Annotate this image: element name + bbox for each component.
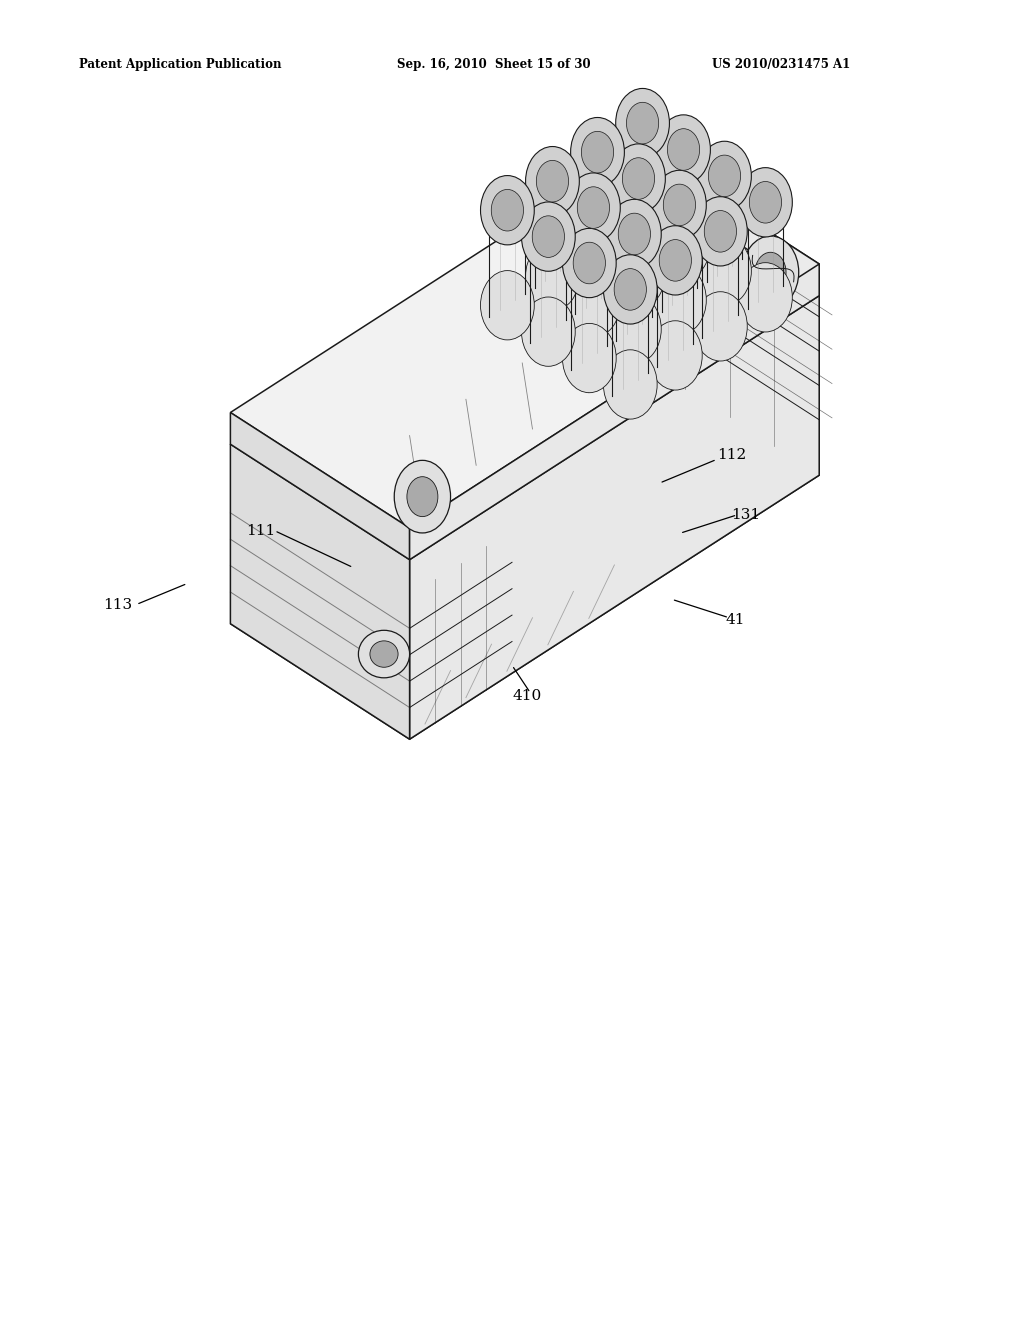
Ellipse shape: [659, 240, 691, 281]
Ellipse shape: [664, 183, 695, 226]
Ellipse shape: [521, 202, 575, 272]
Polygon shape: [410, 296, 819, 739]
Ellipse shape: [693, 292, 748, 360]
Ellipse shape: [648, 321, 702, 391]
Text: 113: 113: [103, 598, 132, 611]
Ellipse shape: [562, 323, 616, 393]
Ellipse shape: [603, 255, 657, 323]
Ellipse shape: [648, 226, 702, 296]
Polygon shape: [230, 359, 819, 739]
Ellipse shape: [521, 297, 575, 366]
Ellipse shape: [742, 236, 799, 309]
Ellipse shape: [611, 160, 643, 199]
Ellipse shape: [607, 294, 662, 363]
Text: 41: 41: [725, 614, 745, 627]
Ellipse shape: [578, 186, 609, 228]
Polygon shape: [230, 412, 410, 560]
Ellipse shape: [652, 265, 707, 334]
Ellipse shape: [603, 350, 657, 420]
Ellipse shape: [697, 236, 752, 306]
Ellipse shape: [615, 183, 670, 253]
Ellipse shape: [394, 461, 451, 533]
Polygon shape: [410, 264, 819, 560]
Ellipse shape: [582, 132, 613, 173]
Text: Patent Application Publication: Patent Application Publication: [79, 58, 282, 71]
Ellipse shape: [611, 144, 666, 214]
Polygon shape: [230, 149, 819, 528]
Text: Sep. 16, 2010  Sheet 15 of 30: Sep. 16, 2010 Sheet 15 of 30: [397, 58, 591, 71]
Ellipse shape: [532, 215, 564, 257]
Ellipse shape: [570, 117, 625, 187]
Text: FIG. 17: FIG. 17: [374, 337, 486, 363]
Ellipse shape: [693, 197, 748, 267]
Ellipse shape: [705, 210, 736, 252]
Ellipse shape: [358, 630, 410, 678]
Ellipse shape: [668, 129, 699, 170]
Ellipse shape: [562, 228, 616, 297]
Text: 131: 131: [731, 508, 760, 521]
Ellipse shape: [652, 170, 707, 240]
Ellipse shape: [566, 173, 621, 243]
Polygon shape: [230, 180, 819, 560]
Polygon shape: [640, 149, 819, 296]
Text: 112: 112: [718, 449, 746, 462]
Text: 111: 111: [247, 524, 275, 537]
Ellipse shape: [573, 243, 605, 284]
Ellipse shape: [614, 268, 646, 310]
Ellipse shape: [656, 210, 711, 280]
Ellipse shape: [738, 168, 793, 238]
Ellipse shape: [599, 144, 655, 216]
Ellipse shape: [738, 263, 793, 333]
Ellipse shape: [615, 88, 670, 158]
Ellipse shape: [407, 477, 438, 516]
Ellipse shape: [525, 242, 580, 312]
Ellipse shape: [566, 268, 621, 337]
Ellipse shape: [709, 156, 740, 197]
Ellipse shape: [611, 239, 666, 309]
Ellipse shape: [656, 115, 711, 185]
Ellipse shape: [492, 189, 523, 231]
Text: US 2010/0231475 A1: US 2010/0231475 A1: [712, 58, 850, 71]
Ellipse shape: [537, 161, 568, 202]
Ellipse shape: [618, 213, 650, 255]
Ellipse shape: [480, 176, 535, 244]
Polygon shape: [230, 444, 410, 739]
Ellipse shape: [607, 199, 662, 268]
Ellipse shape: [627, 103, 658, 144]
Ellipse shape: [697, 141, 752, 211]
Ellipse shape: [570, 213, 625, 282]
Ellipse shape: [755, 252, 786, 292]
Ellipse shape: [525, 147, 580, 216]
Text: 410: 410: [513, 689, 542, 702]
Ellipse shape: [750, 181, 781, 223]
Polygon shape: [640, 180, 819, 475]
Ellipse shape: [480, 271, 535, 339]
Ellipse shape: [370, 640, 398, 668]
Ellipse shape: [623, 158, 654, 199]
